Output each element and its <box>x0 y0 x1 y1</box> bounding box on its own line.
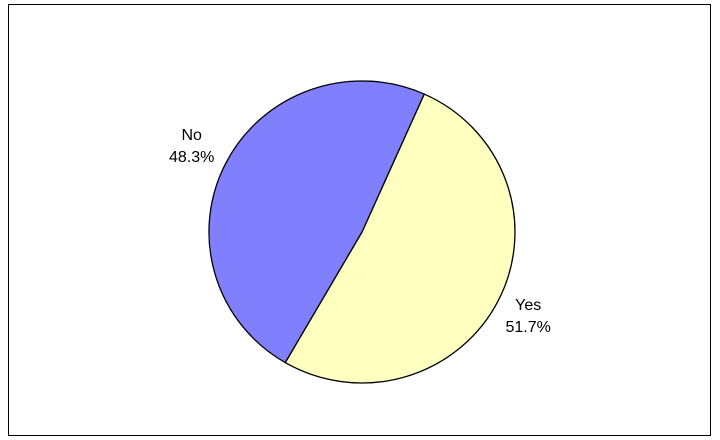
pie-slice-no <box>208 80 426 364</box>
slice-value-yes: 51.7% <box>506 319 551 336</box>
pie-slice-yes <box>284 93 516 384</box>
slice-label-yes: Yes <box>515 297 541 314</box>
slice-value-no: 48.3% <box>169 149 214 166</box>
slice-label-no: No <box>181 127 202 144</box>
pie-labels: Yes 51.7% No 48.3% <box>169 127 551 336</box>
pie-slices <box>208 80 516 384</box>
